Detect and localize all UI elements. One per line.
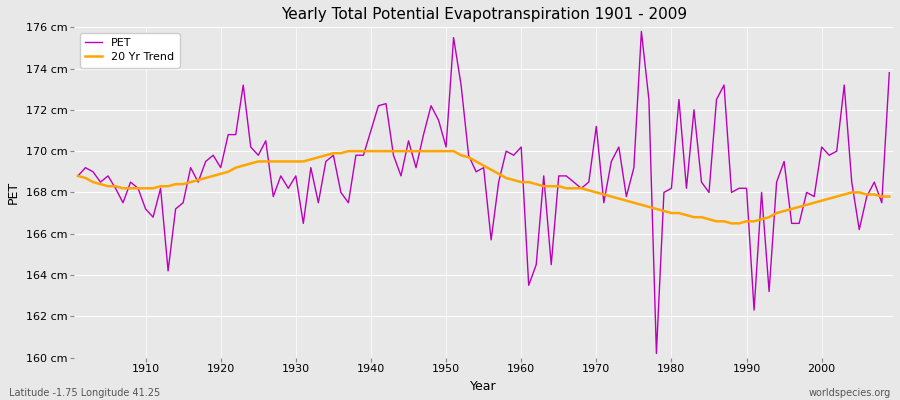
PET xyxy=(606,159,616,164)
20 Yr Trend xyxy=(350,149,361,154)
20 Yr Trend xyxy=(516,180,526,184)
20 Yr Trend xyxy=(343,149,354,154)
Text: Latitude -1.75 Longitude 41.25: Latitude -1.75 Longitude 41.25 xyxy=(9,388,160,398)
20 Yr Trend xyxy=(884,194,895,199)
PET xyxy=(132,186,143,191)
Y-axis label: PET: PET xyxy=(7,181,20,204)
20 Yr Trend xyxy=(73,174,84,178)
20 Yr Trend xyxy=(298,159,309,164)
20 Yr Trend xyxy=(523,180,534,184)
20 Yr Trend xyxy=(132,186,143,191)
20 Yr Trend xyxy=(614,196,625,201)
PET xyxy=(343,200,354,205)
Line: 20 Yr Trend: 20 Yr Trend xyxy=(78,151,889,223)
PET xyxy=(651,351,661,356)
Line: PET: PET xyxy=(78,32,889,354)
PET xyxy=(884,70,895,75)
PET xyxy=(298,221,309,226)
PET xyxy=(636,29,647,34)
PET xyxy=(73,174,84,178)
Text: worldspecies.org: worldspecies.org xyxy=(809,388,891,398)
X-axis label: Year: Year xyxy=(471,380,497,393)
PET xyxy=(508,153,519,158)
Title: Yearly Total Potential Evapotranspiration 1901 - 2009: Yearly Total Potential Evapotranspiratio… xyxy=(281,7,687,22)
20 Yr Trend xyxy=(726,221,737,226)
Legend: PET, 20 Yr Trend: PET, 20 Yr Trend xyxy=(80,33,179,68)
PET xyxy=(516,145,526,150)
